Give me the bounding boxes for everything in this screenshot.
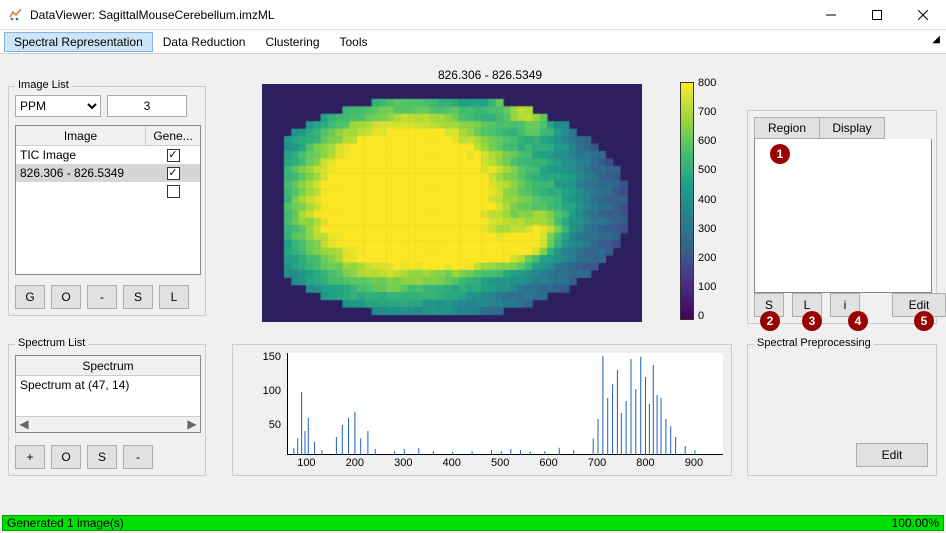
titlebar: DataViewer: SagittalMouseCerebellum.imzM… bbox=[0, 0, 946, 30]
imglist-s-button[interactable]: S bbox=[123, 285, 153, 309]
menu-item-spectral-representation[interactable]: Spectral Representation bbox=[4, 32, 153, 52]
window-title: DataViewer: SagittalMouseCerebellum.imzM… bbox=[30, 8, 808, 22]
spectrum-list-panel: Spectrum List Spectrum Spectrum at (47, … bbox=[8, 344, 206, 476]
image-table: Image Gene... TIC Image826.306 - 826.534… bbox=[15, 125, 201, 275]
preproc-title: Spectral Preprocessing bbox=[754, 337, 874, 349]
gen-col-header: Gene... bbox=[146, 126, 200, 145]
callout-4: 4 bbox=[848, 311, 868, 331]
tab-display[interactable]: Display bbox=[819, 117, 885, 139]
generate-checkbox[interactable] bbox=[167, 185, 180, 198]
image-list-title: Image List bbox=[15, 79, 72, 91]
callout-2: 2 bbox=[760, 311, 780, 331]
spectrum-chart: 15010050 100200300400500600700800900 bbox=[232, 344, 732, 476]
spectral-preprocessing-panel: Spectral Preprocessing Edit bbox=[747, 344, 937, 476]
close-button[interactable] bbox=[900, 0, 946, 30]
speclist-o-button[interactable]: O bbox=[51, 445, 81, 469]
imglist-g-button[interactable]: G bbox=[15, 285, 45, 309]
speclist-s-button[interactable]: S bbox=[87, 445, 117, 469]
spectrum-list-title: Spectrum List bbox=[15, 337, 88, 349]
speclist-plus-button[interactable]: + bbox=[15, 445, 45, 469]
callout-5: 5 bbox=[914, 311, 934, 331]
scroll-right-icon[interactable]: ▶ bbox=[184, 417, 200, 432]
heatmap-container bbox=[262, 84, 672, 328]
tab-region[interactable]: Region bbox=[754, 117, 820, 139]
imglist-o-button[interactable]: O bbox=[51, 285, 81, 309]
menu-overflow-icon[interactable]: ◢ bbox=[932, 34, 940, 45]
list-item[interactable]: Spectrum at (47, 14) bbox=[16, 376, 200, 394]
generate-checkbox[interactable] bbox=[167, 149, 180, 162]
table-row[interactable]: 826.306 - 826.5349 bbox=[16, 164, 200, 182]
minimize-button[interactable] bbox=[808, 0, 854, 30]
colorbar: 8007006005004003002001000 bbox=[680, 82, 730, 326]
table-row[interactable]: TIC Image bbox=[16, 146, 200, 164]
generate-checkbox[interactable] bbox=[167, 167, 180, 180]
unit-select[interactable]: PPM bbox=[15, 95, 101, 117]
unit-value-input[interactable] bbox=[107, 95, 187, 117]
imglist-l-button[interactable]: L bbox=[159, 285, 189, 309]
maximize-button[interactable] bbox=[854, 0, 900, 30]
preproc-edit-button[interactable]: Edit bbox=[856, 443, 928, 467]
menubar: Spectral RepresentationData ReductionClu… bbox=[0, 30, 946, 54]
speclist-minus-button[interactable]: - bbox=[123, 445, 153, 469]
image-col-header: Image bbox=[16, 126, 146, 145]
spectrum-plot[interactable] bbox=[287, 353, 723, 455]
callout-3: 3 bbox=[802, 311, 822, 331]
image-list-panel: Image List PPM Image Gene... TIC Image82… bbox=[8, 86, 206, 316]
scroll-left-icon[interactable]: ◀ bbox=[16, 417, 32, 432]
app-icon bbox=[8, 7, 24, 23]
spectrum-table: Spectrum Spectrum at (47, 14) ◀ ▶ bbox=[15, 355, 201, 433]
callout-1: 1 bbox=[770, 144, 790, 164]
menu-item-data-reduction[interactable]: Data Reduction bbox=[153, 32, 256, 52]
menu-item-tools[interactable]: Tools bbox=[330, 32, 378, 52]
status-percent: 100.00% bbox=[892, 516, 939, 530]
status-text: Generated 1 image(s) bbox=[7, 516, 124, 530]
imglist---button[interactable]: - bbox=[87, 285, 117, 309]
spectrum-hscroll[interactable]: ◀ ▶ bbox=[16, 416, 200, 432]
heatmap-title: 826.306 - 826.5349 bbox=[280, 68, 700, 82]
menu-item-clustering[interactable]: Clustering bbox=[255, 32, 329, 52]
spectrum-col-header: Spectrum bbox=[16, 356, 200, 376]
table-row[interactable] bbox=[16, 182, 200, 200]
region-panel: RegionDisplay SLiEdit bbox=[747, 110, 937, 324]
ion-image[interactable] bbox=[262, 84, 642, 322]
content-area: Image List PPM Image Gene... TIC Image82… bbox=[0, 54, 946, 515]
status-bar: Generated 1 image(s) 100.00% bbox=[2, 515, 944, 531]
